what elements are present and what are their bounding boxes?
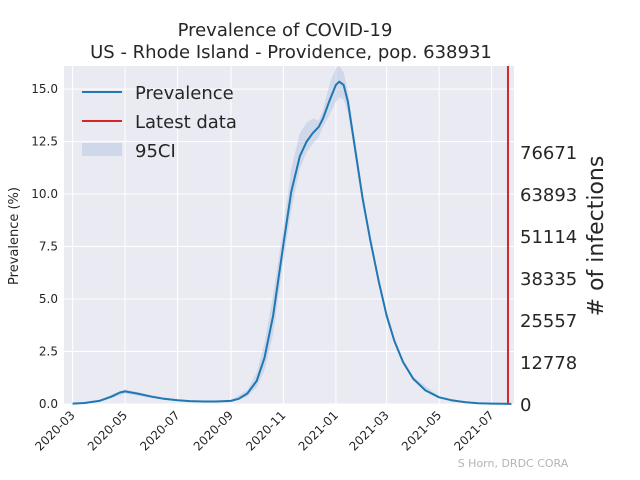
- y2-tick-label: 51114: [520, 227, 577, 248]
- y2-axis-ticks: 0 12778 25557 38335 51114 63893 76671: [520, 143, 577, 416]
- y-axis-label: Prevalence (%): [7, 187, 22, 285]
- legend-ci-label: 95CI: [135, 141, 176, 162]
- legend: Prevalence Latest data 95CI: [82, 83, 237, 162]
- prevalence-line: [72, 80, 512, 405]
- legend-latest-label: Latest data: [135, 112, 237, 133]
- y2-axis-label: # of infections: [584, 156, 609, 317]
- plot-area: [64, 66, 514, 404]
- y-tick-label: 0.0: [39, 397, 58, 411]
- grid-lines: [64, 66, 514, 405]
- y2-tick-label: 76671: [520, 143, 577, 164]
- y-tick-label: 10.0: [31, 187, 58, 201]
- y2-tick-label: 38335: [520, 269, 577, 290]
- chart-title: Prevalence of COVID-19: [178, 20, 393, 41]
- y2-tick-label: 0: [520, 395, 531, 416]
- legend-ci-swatch: [82, 143, 122, 156]
- y2-tick-label: 63893: [520, 185, 577, 206]
- y-tick-label: 12.5: [31, 135, 58, 149]
- y-tick-label: 15.0: [31, 82, 58, 96]
- y-tick-label: 2.5: [39, 345, 58, 359]
- y2-tick-label: 12778: [520, 353, 577, 374]
- y-tick-label: 5.0: [39, 292, 58, 306]
- y-tick-label: 7.5: [39, 240, 58, 254]
- y-axis-ticks: 0.0 2.5 5.0 7.5 10.0 12.5 15.0: [31, 82, 58, 411]
- legend-prevalence-label: Prevalence: [135, 83, 234, 104]
- y2-tick-label: 25557: [520, 311, 577, 332]
- series-layer: [72, 80, 512, 405]
- chart-subtitle: US - Rhode Island - Providence, pop. 638…: [90, 42, 492, 63]
- credit-text: S Horn, DRDC CORA: [458, 457, 569, 470]
